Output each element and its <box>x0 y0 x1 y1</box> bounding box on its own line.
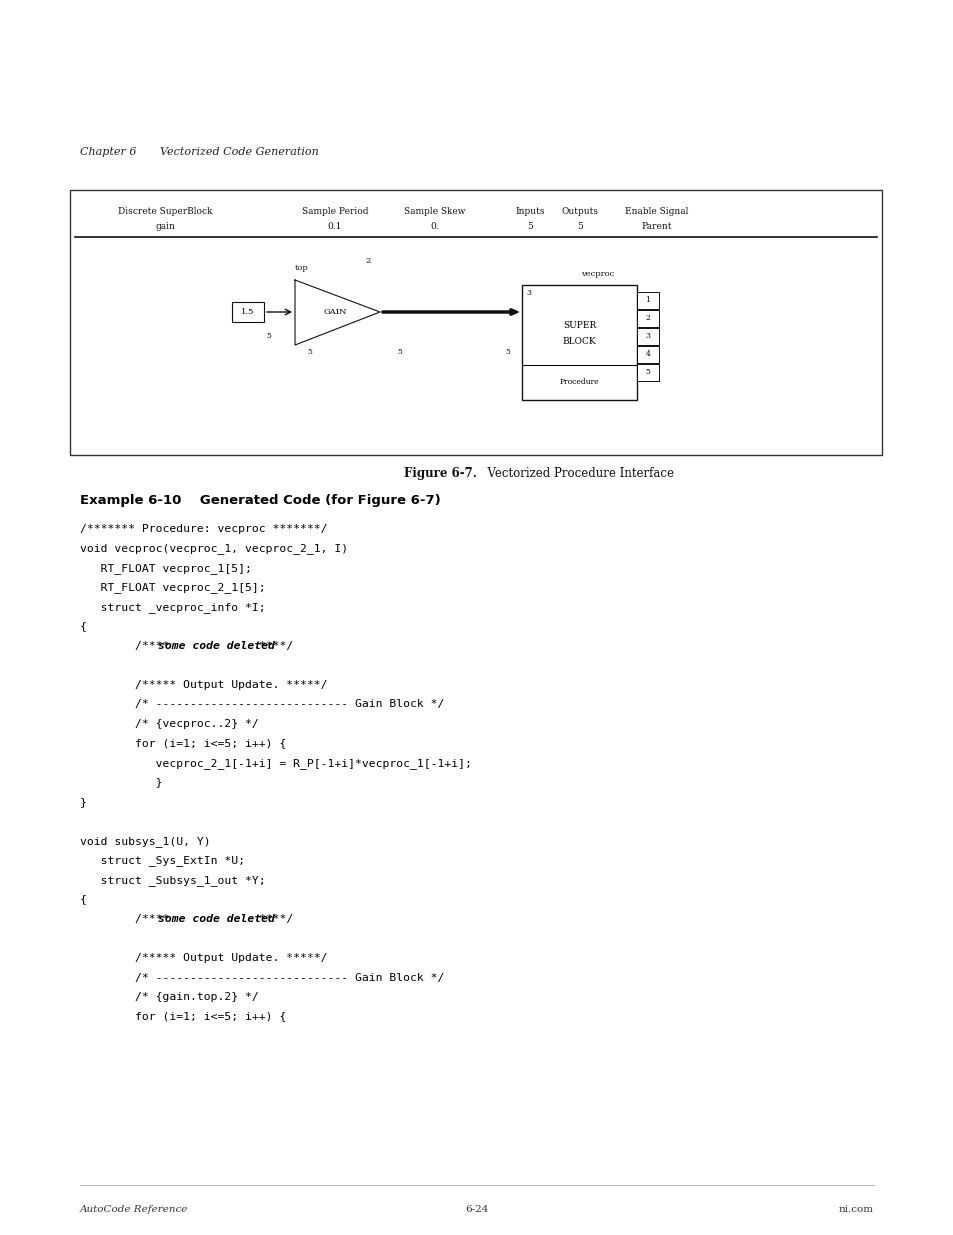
Text: Example 6-10    Generated Code (for Figure 6-7): Example 6-10 Generated Code (for Figure … <box>80 494 440 508</box>
Polygon shape <box>294 280 379 345</box>
Text: /***** Output Update. *****/: /***** Output Update. *****/ <box>80 680 327 690</box>
Text: ****/: ****/ <box>252 914 293 924</box>
Text: 3: 3 <box>525 289 531 296</box>
Bar <box>70 190 882 454</box>
Bar <box>637 291 659 309</box>
Text: 5: 5 <box>307 348 313 356</box>
Text: struct _Subsys_1_out *Y;: struct _Subsys_1_out *Y; <box>80 876 265 885</box>
Text: RT_FLOAT vecproc_2_1[5];: RT_FLOAT vecproc_2_1[5]; <box>80 583 265 593</box>
Text: /* ---------------------------- Gain Block */: /* ---------------------------- Gain Blo… <box>80 699 444 709</box>
Text: 1: 1 <box>645 296 650 305</box>
Text: Procedure: Procedure <box>559 378 598 387</box>
Text: /******* Procedure: vecproc *******/: /******* Procedure: vecproc *******/ <box>80 524 327 534</box>
Text: /****: /**** <box>80 914 176 924</box>
Text: {: { <box>80 894 87 904</box>
Text: Sample Period: Sample Period <box>301 207 368 216</box>
Text: vecproc_2_1[-1+i] = R_P[-1+i]*vecproc_1[-1+i];: vecproc_2_1[-1+i] = R_P[-1+i]*vecproc_1[… <box>80 758 472 769</box>
Text: 3: 3 <box>645 332 650 341</box>
Text: RT_FLOAT vecproc_1[5];: RT_FLOAT vecproc_1[5]; <box>80 563 252 574</box>
Text: /***** Output Update. *****/: /***** Output Update. *****/ <box>80 953 327 963</box>
Text: 5: 5 <box>397 348 402 356</box>
Text: for (i=1; i<=5; i++) {: for (i=1; i<=5; i++) { <box>80 1011 286 1021</box>
Text: for (i=1; i<=5; i++) {: for (i=1; i<=5; i++) { <box>80 739 286 748</box>
Text: {: { <box>80 621 87 631</box>
Text: ****/: ****/ <box>252 641 293 651</box>
Text: Figure 6-7.: Figure 6-7. <box>404 467 476 480</box>
Text: 2: 2 <box>645 315 650 322</box>
Text: GAIN: GAIN <box>323 308 346 316</box>
Text: /* {gain.top.2} */: /* {gain.top.2} */ <box>80 992 258 1002</box>
Bar <box>637 310 659 327</box>
Bar <box>521 285 637 400</box>
Bar <box>637 346 659 363</box>
Text: SUPER: SUPER <box>562 321 596 330</box>
Text: 1.5: 1.5 <box>241 308 254 316</box>
Text: 5: 5 <box>645 368 650 377</box>
Bar <box>637 364 659 382</box>
Text: }: } <box>80 797 87 806</box>
Text: struct _vecproc_info *I;: struct _vecproc_info *I; <box>80 601 265 613</box>
Text: Chapter 6: Chapter 6 <box>80 147 136 157</box>
Text: 4: 4 <box>645 351 650 358</box>
Text: ni.com: ni.com <box>838 1205 873 1214</box>
Text: 0.: 0. <box>430 222 438 231</box>
Text: Enable Signal: Enable Signal <box>624 207 688 216</box>
Text: 6-24: 6-24 <box>465 1205 488 1214</box>
Text: 0.1: 0.1 <box>328 222 342 231</box>
Text: /****: /**** <box>80 641 176 651</box>
Text: Vectorized Code Generation: Vectorized Code Generation <box>160 147 318 157</box>
Text: Discrete SuperBlock: Discrete SuperBlock <box>117 207 212 216</box>
Text: BLOCK: BLOCK <box>562 337 596 347</box>
Text: 5: 5 <box>266 332 271 340</box>
Text: void vecproc(vecproc_1, vecproc_2_1, I): void vecproc(vecproc_1, vecproc_2_1, I) <box>80 543 348 555</box>
Text: 5: 5 <box>505 348 510 356</box>
Text: some code deleted: some code deleted <box>157 914 274 924</box>
Text: vecproc: vecproc <box>580 270 614 278</box>
Text: 5: 5 <box>526 222 533 231</box>
Text: AutoCode Reference: AutoCode Reference <box>80 1205 188 1214</box>
Text: }: } <box>80 778 162 788</box>
Text: void subsys_1(U, Y): void subsys_1(U, Y) <box>80 836 211 847</box>
Text: 5: 5 <box>577 222 582 231</box>
Text: /* {vecproc..2} */: /* {vecproc..2} */ <box>80 719 258 729</box>
Text: Outputs: Outputs <box>561 207 598 216</box>
Text: Sample Skew: Sample Skew <box>404 207 465 216</box>
Text: Inputs: Inputs <box>515 207 544 216</box>
Text: /* ---------------------------- Gain Block */: /* ---------------------------- Gain Blo… <box>80 972 444 983</box>
Text: Parent: Parent <box>641 222 672 231</box>
Bar <box>232 303 264 322</box>
Text: top: top <box>294 264 309 272</box>
Text: gain: gain <box>155 222 174 231</box>
Text: 2: 2 <box>365 257 370 266</box>
Text: Vectorized Procedure Interface: Vectorized Procedure Interface <box>479 467 673 480</box>
Text: some code deleted: some code deleted <box>157 641 274 651</box>
Text: struct _Sys_ExtIn *U;: struct _Sys_ExtIn *U; <box>80 856 245 867</box>
Bar <box>637 329 659 345</box>
